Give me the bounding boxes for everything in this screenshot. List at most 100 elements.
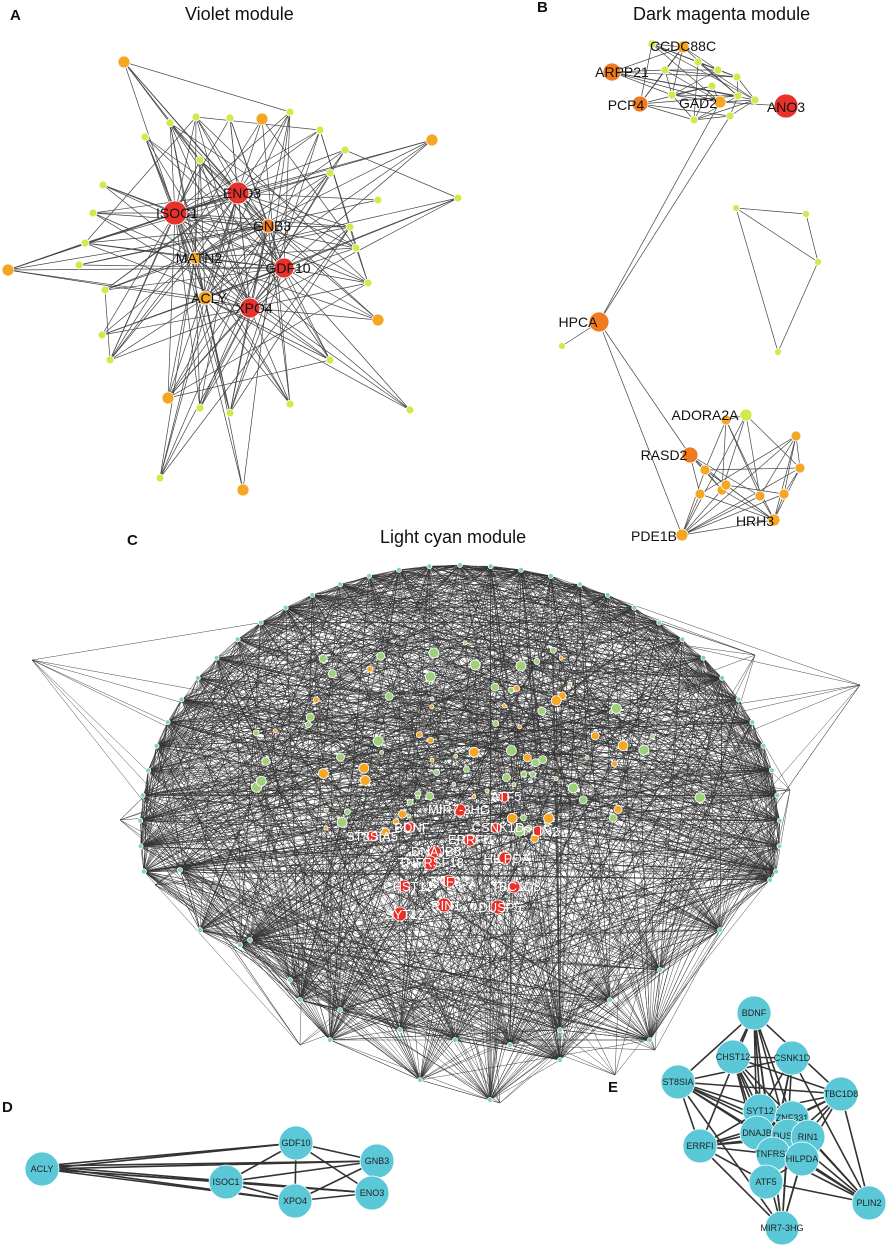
edge xyxy=(143,871,301,1046)
edge xyxy=(249,564,461,941)
edge xyxy=(167,699,182,723)
edge xyxy=(611,71,673,96)
gene-label-hpca: HPCA xyxy=(559,314,599,330)
edge xyxy=(237,192,351,228)
edge xyxy=(179,869,771,881)
edge xyxy=(725,484,775,521)
edge xyxy=(520,569,624,746)
edge xyxy=(237,111,291,194)
edge xyxy=(721,419,727,491)
edge xyxy=(181,699,561,1031)
gene-node xyxy=(522,753,532,763)
edge xyxy=(339,790,488,1011)
edge xyxy=(239,584,581,946)
edge xyxy=(659,677,723,971)
gene-label-tnfrsf18: TNFRSF18 xyxy=(398,855,464,870)
edge xyxy=(323,658,772,771)
edge xyxy=(408,566,430,817)
gene-node xyxy=(490,682,500,692)
edge xyxy=(237,192,251,309)
edge xyxy=(520,569,778,796)
gene-node-tbc1d8 xyxy=(823,1076,859,1112)
edge xyxy=(520,569,653,737)
edge xyxy=(611,71,738,78)
edge xyxy=(167,722,616,1076)
gene-node-xpo4 xyxy=(277,1183,313,1219)
edge xyxy=(142,783,454,796)
edge xyxy=(154,845,780,886)
edge xyxy=(216,657,701,798)
edge xyxy=(181,699,418,798)
gene-label-tnfrsf: TNFRSF xyxy=(755,1149,791,1159)
edge xyxy=(194,257,411,411)
edge xyxy=(260,622,421,1081)
edge xyxy=(559,684,861,1031)
gene-node xyxy=(689,115,699,125)
edge xyxy=(429,566,701,798)
edge xyxy=(409,802,491,1101)
edge xyxy=(559,745,764,1061)
edge xyxy=(612,657,704,819)
gene-label-dusp5: DUSP5 xyxy=(773,1131,803,1141)
edge xyxy=(154,884,341,1011)
gene-node xyxy=(427,736,435,744)
gene-node-plin2 xyxy=(532,825,544,837)
edge xyxy=(179,869,201,931)
edge xyxy=(550,575,739,700)
gene-label-mir7-3hg: MIR7-3HG xyxy=(428,802,490,817)
edge xyxy=(671,85,713,96)
edge xyxy=(659,622,683,640)
edge xyxy=(312,594,467,770)
edge xyxy=(255,569,522,734)
gene-label-gad2: GAD2 xyxy=(679,95,717,111)
edge xyxy=(614,871,777,1076)
edge xyxy=(239,787,574,946)
edge xyxy=(237,192,379,321)
violet-hub-network: ACLY ISOC1 GDF10 GNB3 ENO3 XPO4 xyxy=(24,1125,395,1219)
edge xyxy=(703,657,753,723)
gene-node xyxy=(776,817,783,824)
gene-node xyxy=(610,703,622,714)
edge xyxy=(495,657,704,724)
edge xyxy=(520,569,548,823)
edge xyxy=(520,569,739,700)
edge xyxy=(237,192,379,201)
gene-node xyxy=(638,744,650,756)
edge xyxy=(329,673,333,1041)
edge xyxy=(519,584,581,727)
gene-node-pde1b xyxy=(675,528,689,542)
edge xyxy=(325,827,651,1041)
edge xyxy=(693,61,699,121)
edge xyxy=(559,770,772,1061)
edge xyxy=(409,802,561,1031)
edge xyxy=(339,584,488,792)
edge xyxy=(659,622,764,747)
gene-node-hilpda xyxy=(498,851,512,865)
edge xyxy=(142,795,520,832)
gene-node xyxy=(794,462,806,474)
gene-label-acly: ACLY xyxy=(191,290,227,306)
gene-label-tbc1d8: TBC1D8 xyxy=(491,879,541,894)
edge xyxy=(239,944,501,1104)
gene-node xyxy=(511,782,517,788)
edge xyxy=(249,111,291,309)
edge xyxy=(736,76,756,101)
edge xyxy=(104,257,196,291)
edge xyxy=(249,575,552,941)
edge xyxy=(31,622,261,661)
edge xyxy=(664,69,738,78)
edge xyxy=(181,699,791,791)
edge xyxy=(148,770,401,1031)
edge xyxy=(174,212,285,269)
edge xyxy=(520,569,756,656)
panel-c-letter: C xyxy=(127,532,138,549)
edge xyxy=(559,1029,651,1041)
edge xyxy=(681,435,797,536)
gene-label-matn2: MATN2 xyxy=(176,250,223,266)
edge xyxy=(237,118,263,194)
gene-node xyxy=(660,65,670,75)
edge xyxy=(649,929,721,1041)
gene-node xyxy=(429,704,435,710)
edge xyxy=(419,969,661,1081)
